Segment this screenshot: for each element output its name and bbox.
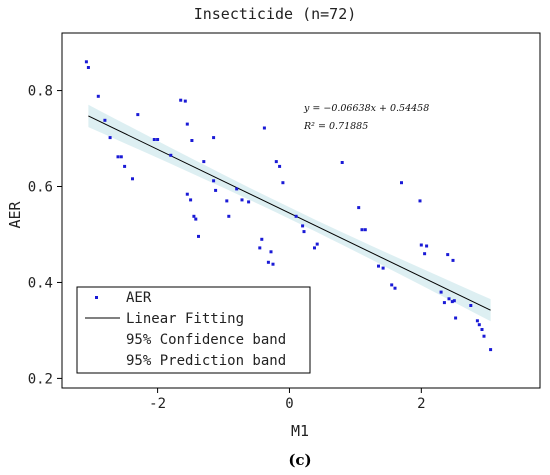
x-tick-label: 0 — [285, 396, 293, 412]
data-point — [227, 214, 231, 218]
data-point — [212, 179, 216, 183]
data-point — [194, 217, 198, 221]
data-point — [313, 246, 316, 250]
y-tick-label: 0.6 — [28, 180, 53, 196]
data-point — [475, 319, 479, 323]
data-point — [302, 230, 306, 234]
data-point — [439, 290, 443, 294]
data-point — [363, 228, 367, 232]
y-axis-ticks: 0.2 0.4 0.6 0.8 — [28, 84, 62, 387]
data-point — [214, 188, 218, 192]
data-point — [260, 237, 264, 241]
data-point — [212, 136, 216, 140]
panel-label: (c) — [288, 451, 311, 469]
data-point — [400, 181, 403, 185]
x-tick-label: 2 — [417, 396, 425, 412]
data-point — [451, 258, 455, 262]
data-point — [477, 323, 481, 327]
data-point — [423, 252, 427, 256]
fit-equation: y = −0.06638x + 0.54458 — [303, 103, 429, 114]
data-point — [266, 260, 270, 264]
data-point — [108, 136, 112, 140]
data-point — [452, 299, 456, 303]
data-point — [123, 164, 127, 168]
data-point — [119, 155, 123, 159]
data-point — [136, 113, 140, 117]
legend-label-confidence: 95% Confidence band — [126, 332, 286, 348]
data-point — [274, 160, 278, 164]
data-point — [189, 198, 193, 202]
legend-label-points: AER — [126, 290, 152, 306]
data-point — [418, 199, 422, 203]
data-point — [294, 214, 298, 218]
data-point — [131, 177, 134, 181]
y-tick-label: 0.2 — [28, 371, 53, 387]
data-point — [446, 253, 450, 257]
y-tick-label: 0.4 — [28, 275, 53, 291]
legend-label-prediction: 95% Prediction band — [126, 353, 286, 369]
data-point — [425, 244, 429, 248]
data-point — [225, 199, 229, 203]
data-point — [454, 316, 458, 320]
data-point — [258, 246, 262, 250]
data-point — [301, 224, 305, 228]
data-point — [393, 286, 397, 290]
x-axis-ticks: -2 0 2 — [149, 388, 426, 412]
data-point — [390, 283, 394, 287]
data-point — [156, 138, 160, 141]
data-point — [247, 200, 251, 204]
data-point — [185, 192, 189, 196]
legend-label-fit: Linear Fitting — [126, 311, 244, 327]
data-point — [340, 161, 344, 164]
fit-line-layer — [88, 115, 491, 311]
chart-title: Insecticide (n=72) — [194, 5, 357, 23]
data-point — [278, 164, 282, 168]
scatter-points — [84, 60, 493, 352]
data-point — [169, 153, 173, 157]
data-point — [190, 139, 194, 142]
data-point — [116, 155, 120, 159]
data-point — [447, 297, 451, 301]
data-point — [381, 266, 385, 270]
data-point — [315, 242, 319, 246]
data-point — [482, 334, 486, 338]
data-point — [192, 214, 196, 218]
data-point — [357, 206, 361, 210]
data-point — [197, 234, 200, 238]
plot-area-frame — [61, 32, 541, 389]
data-point — [450, 300, 454, 304]
data-point — [281, 181, 285, 185]
data-point — [152, 138, 156, 141]
data-point — [489, 348, 493, 352]
data-point — [269, 250, 273, 254]
data-point — [86, 66, 90, 69]
legend: AER Linear Fitting 95% Confidence band 9… — [76, 286, 311, 374]
data-point — [360, 228, 364, 232]
data-point — [96, 94, 100, 98]
data-point — [262, 126, 266, 130]
x-axis-label: M1 — [291, 422, 309, 440]
linear-fit-line — [88, 115, 491, 311]
data-point — [480, 328, 484, 331]
data-point — [442, 301, 446, 305]
fit-r-squared: R² = 0.71885 — [303, 121, 368, 132]
y-axis-label: AER — [6, 200, 24, 228]
legend-marker-points — [95, 296, 98, 299]
data-point — [469, 304, 473, 307]
data-point — [419, 243, 423, 247]
data-point — [271, 262, 275, 266]
data-point — [202, 160, 206, 164]
x-tick-label: -2 — [149, 396, 166, 412]
data-point — [103, 118, 107, 122]
legend-box — [76, 286, 311, 374]
data-point — [179, 98, 183, 102]
data-point — [377, 264, 380, 268]
data-point — [84, 60, 88, 64]
data-point — [183, 99, 187, 103]
y-tick-label: 0.8 — [28, 84, 53, 100]
data-point — [235, 187, 239, 191]
data-point — [240, 198, 244, 202]
data-point — [185, 122, 189, 126]
